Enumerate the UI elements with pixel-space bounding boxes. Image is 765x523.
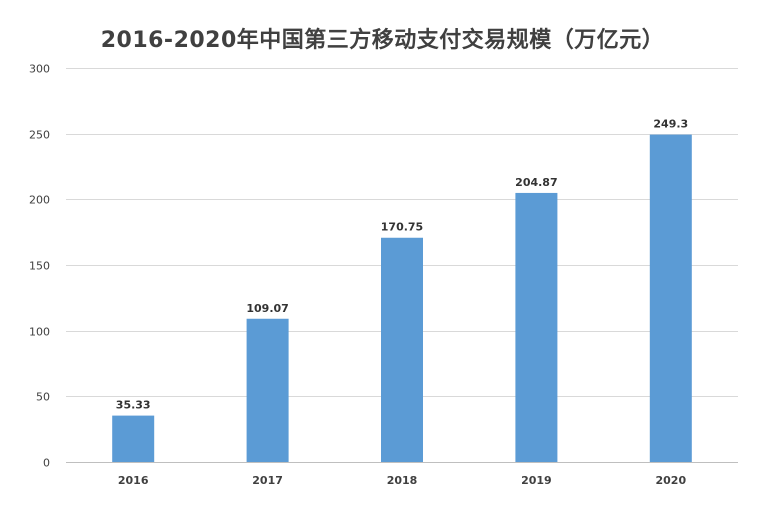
bar [112, 415, 155, 462]
x-tick-label: 2016 [118, 474, 149, 487]
y-tick-label: 200 [29, 194, 50, 207]
bar [246, 318, 289, 462]
bar [381, 237, 423, 462]
y-tick-label: 50 [36, 391, 50, 404]
y-tick-label: 150 [29, 260, 50, 273]
data-label: 109.07 [246, 302, 288, 315]
data-label: 249.3 [653, 118, 688, 131]
chart-title: 2016-2020年中国第三方移动支付交易规模（万亿元） [100, 28, 665, 53]
x-tick-label: 2019 [521, 474, 552, 487]
data-label: 204.87 [515, 176, 557, 189]
x-tick-label: 2017 [252, 474, 283, 487]
y-tick-label: 100 [29, 326, 50, 339]
data-label: 170.75 [381, 221, 423, 234]
x-tick-label: 2018 [387, 474, 418, 487]
y-tick-label: 250 [29, 129, 50, 142]
y-tick-label: 300 [29, 63, 50, 76]
data-label: 35.33 [116, 399, 151, 412]
bar [649, 134, 692, 462]
bar [515, 192, 558, 463]
y-tick-label: 0 [43, 457, 50, 470]
x-tick-label: 2020 [655, 474, 686, 487]
